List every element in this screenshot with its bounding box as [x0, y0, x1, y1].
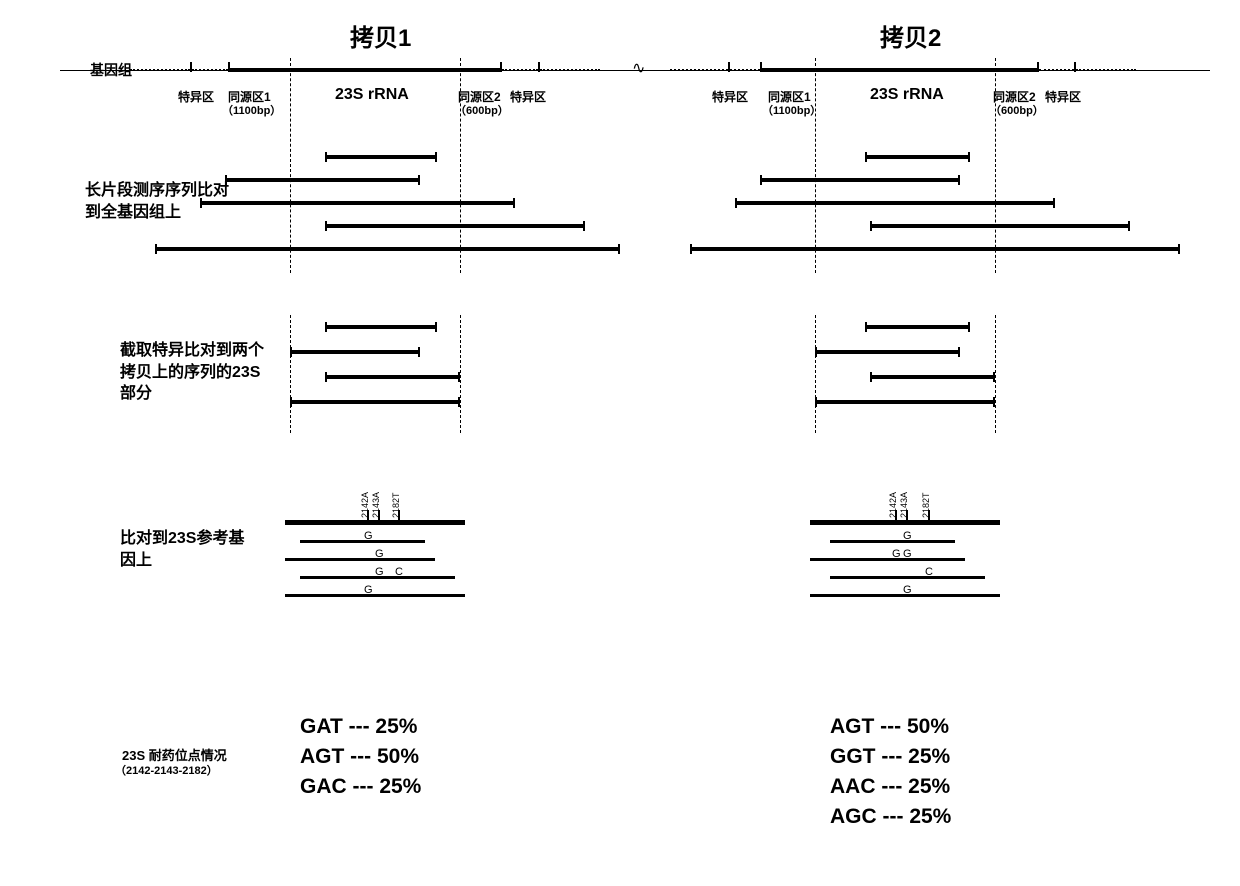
copy1-result-1: GAT --- 25%	[300, 715, 417, 739]
copy1-title: 拷贝1	[350, 18, 411, 53]
copy1-extract-2	[290, 350, 420, 354]
copy1-align-read-4	[285, 594, 465, 597]
copy1-homolog1-bp: （1100bp）	[222, 102, 281, 118]
copy2-extract-2	[815, 350, 960, 354]
copy2-extract-1	[865, 325, 970, 329]
copy1-dash-left-1	[290, 58, 291, 273]
copy1-extract-4	[290, 400, 460, 404]
copy2-align-read-3	[830, 576, 985, 579]
copy1-specific-right-label: 特异区	[510, 88, 546, 105]
copy1-longread-1	[325, 155, 437, 159]
copy2-specific-left-inner	[730, 69, 760, 71]
copy1-snp-base-5: G	[364, 584, 373, 596]
copy2-23s-region	[815, 68, 995, 72]
copy2-extract-3	[870, 375, 995, 379]
copy1-specific-right-outer	[540, 69, 600, 71]
copy1-specific-right-inner	[502, 69, 538, 71]
copy1-extract-3	[325, 375, 460, 379]
copy2-specific-right-outer	[1076, 69, 1136, 71]
copy2-result-2: GGT --- 25%	[830, 745, 950, 769]
copy2-specific-right-label: 特异区	[1045, 88, 1081, 105]
copy2-dash-left-1	[815, 58, 816, 273]
copy2-snp-label-1: 2142A	[888, 492, 898, 518]
copy1-longread-3	[200, 201, 515, 205]
copy2-extract-4	[815, 400, 995, 404]
copy2-align-read-1	[830, 540, 955, 543]
copy1-dash-right-1	[460, 58, 461, 273]
copy2-snp-base-3: G	[903, 548, 912, 560]
copy1-specific-left-inner	[192, 69, 228, 71]
copy1-homolog1	[230, 68, 290, 72]
copy2-ref-bar	[810, 520, 1000, 525]
copy1-align-read-1	[300, 540, 425, 543]
copy1-homolog2-bp: （600bp）	[455, 102, 509, 118]
copy2-title: 拷贝2	[880, 18, 941, 53]
copy2-longread-4	[870, 224, 1130, 228]
copy1-dash-left-2	[290, 315, 291, 433]
copy2-longread-5	[690, 247, 1180, 251]
copy2-specific-left-label: 特异区	[712, 88, 748, 105]
genome-break: ∿	[632, 58, 645, 78]
copy1-result-3: GAC --- 25%	[300, 775, 421, 799]
copy1-23s-region	[290, 68, 460, 72]
copy2-specific-right-inner	[1039, 69, 1074, 71]
copy1-result-2: AGT --- 50%	[300, 745, 419, 769]
copy2-specific-left-outer	[670, 69, 728, 71]
copy1-longread-5	[155, 247, 620, 251]
copy2-snp-label-3: 2182T	[921, 492, 931, 518]
extract-label: 截取特异比对到两个拷贝上的序列的23S部分	[120, 340, 270, 405]
copy1-longread-4	[325, 224, 585, 228]
copy1-specific-left-outer	[130, 69, 190, 71]
copy1-rrna-label: 23S rRNA	[335, 86, 409, 104]
copy2-align-read-2	[810, 558, 965, 561]
copy2-snp-base-4: C	[925, 566, 933, 578]
copy2-result-4: AGC --- 25%	[830, 805, 951, 829]
copy1-snp-base-4: C	[395, 566, 403, 578]
copy2-longread-1	[865, 155, 970, 159]
copy2-result-3: AAC --- 25%	[830, 775, 950, 799]
copy1-longread-2	[225, 178, 420, 182]
copy2-snp-label-2: 2143A	[899, 492, 909, 518]
copy2-snp-base-5: G	[903, 584, 912, 596]
copy2-homolog1-bp: （1100bp）	[762, 102, 821, 118]
copy1-extract-1	[325, 325, 437, 329]
copy2-longread-3	[735, 201, 1055, 205]
result-sites-label: （2142-2143-2182）	[115, 762, 218, 778]
copy1-snp-base-2: G	[375, 548, 384, 560]
copy2-snp-base-2: G	[892, 548, 901, 560]
copy2-homolog2	[995, 68, 1037, 72]
copy2-homolog2-bp: （600bp）	[990, 102, 1044, 118]
copy1-homolog2	[460, 68, 500, 72]
copy1-ref-bar	[285, 520, 465, 525]
copy1-snp-base-3: G	[375, 566, 384, 578]
copy2-dash-right-1	[995, 58, 996, 273]
copy1-snp-label-1: 2142A	[360, 492, 370, 518]
copy2-longread-2	[760, 178, 960, 182]
copy1-snp-base-1: G	[364, 530, 373, 542]
copy2-rrna-label: 23S rRNA	[870, 86, 944, 104]
copy1-dash-right-2	[460, 315, 461, 433]
copy2-homolog1	[762, 68, 815, 72]
align-label: 比对到23S参考基因上	[120, 528, 260, 571]
copy1-snp-label-3: 2182T	[391, 492, 401, 518]
copy2-dash-right-2	[995, 315, 996, 433]
copy1-snp-label-2: 2143A	[371, 492, 381, 518]
copy2-result-1: AGT --- 50%	[830, 715, 949, 739]
copy2-snp-base-1: G	[903, 530, 912, 542]
copy1-specific-left-label: 特异区	[178, 88, 214, 105]
copy2-dash-left-2	[815, 315, 816, 433]
copy1-align-read-2	[285, 558, 435, 561]
